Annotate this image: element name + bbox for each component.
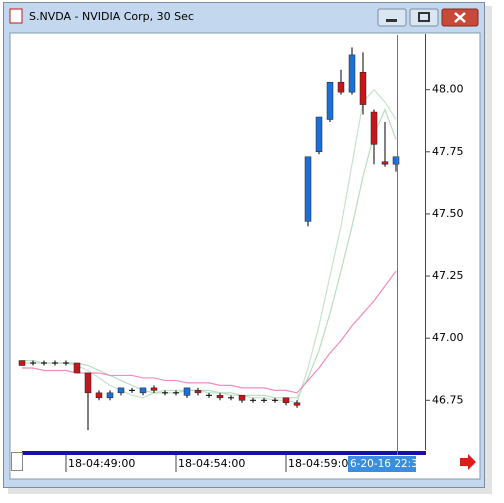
maximize-button[interactable]: [409, 8, 439, 27]
window-title: S.NVDA - NVIDIA Corp, 30 Sec: [29, 10, 194, 23]
candle-body: [95, 392, 103, 399]
scroll-right-arrow[interactable]: [460, 454, 476, 470]
scroll-bar[interactable]: [22, 451, 426, 455]
candle-body: [238, 395, 246, 401]
candle-body: [304, 156, 312, 222]
candle-body: [139, 387, 147, 394]
chart-frame: [9, 32, 481, 480]
y-tick-label: 47.50: [432, 207, 464, 220]
close-icon: [454, 12, 466, 23]
moving-average: [22, 270, 397, 394]
candle-body: [216, 395, 224, 399]
cursor-label: 6-20-16 22:34:00: [350, 458, 441, 470]
cursor-label-box: [348, 456, 416, 472]
candle-body: [117, 387, 125, 394]
x-tick-label: 18-04:54:00: [178, 457, 245, 470]
candle-body: [337, 81, 345, 93]
candle-body: [282, 397, 290, 404]
candle-body: [106, 392, 114, 399]
candle-body: [84, 372, 92, 394]
candle-body: [150, 387, 158, 391]
candle-body: [73, 362, 81, 374]
candle-body: [326, 81, 334, 120]
candle-body: [18, 360, 26, 366]
app-icon: [9, 8, 23, 24]
moving-average: [22, 107, 397, 399]
y-tick-label: 47.00: [432, 331, 464, 344]
maximize-icon: [418, 12, 430, 22]
candle-body: [194, 390, 202, 394]
y-tick-label: 47.25: [432, 269, 464, 282]
candle-body: [348, 54, 356, 93]
minimize-icon: [386, 19, 397, 22]
minimize-button[interactable]: [377, 8, 407, 27]
candle-body: [183, 387, 191, 396]
y-tick-label: 47.75: [432, 145, 464, 158]
candle-body: [293, 402, 301, 406]
y-tick-label: 48.00: [432, 83, 464, 96]
x-tick-label: 18-04:59:00: [288, 457, 355, 470]
candle-body: [359, 72, 367, 105]
x-tick-label: 18-04:49:00: [68, 457, 135, 470]
candle-body: [370, 111, 378, 145]
y-tick-label: 46.75: [432, 393, 464, 406]
candle-body: [392, 156, 400, 165]
scroll-handle[interactable]: [11, 452, 23, 471]
candle-body: [381, 161, 389, 165]
candle-body: [315, 116, 323, 153]
